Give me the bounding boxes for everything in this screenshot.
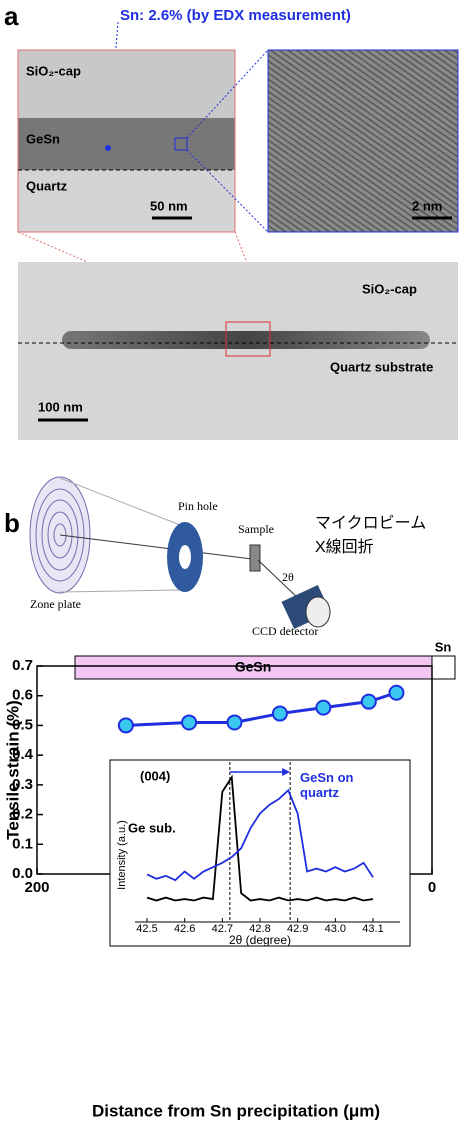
x-tick-label: 0: [428, 879, 436, 896]
inset-x-tick-label: 43.0: [325, 923, 346, 935]
data-point: [389, 686, 403, 700]
scale-label: 2 nm: [412, 198, 442, 213]
y-tick-label: 0.6: [12, 687, 33, 704]
inset-x-tick-label: 42.8: [249, 923, 270, 935]
layer-label: SiO₂-cap: [26, 63, 81, 78]
data-point: [119, 718, 133, 732]
sample: [250, 545, 260, 571]
x-tick-label: 200: [24, 879, 49, 896]
figure: a Sn: 2.6% (by EDX measurement) SiO₂-cap…: [0, 0, 475, 1133]
schematic-label: Sample: [238, 522, 274, 536]
edx-note: Sn: 2.6% (by EDX measurement): [120, 7, 351, 24]
data-point: [316, 701, 330, 715]
jp-label: X線回折: [315, 538, 374, 556]
inset-x-tick-label: 42.7: [212, 923, 233, 935]
y-tick-label: 0.7: [12, 657, 33, 674]
y-tick-label: 0.1: [12, 835, 33, 852]
layer-label: GeSn: [26, 131, 60, 146]
detector-face: [306, 597, 330, 627]
layer-label: SiO₂-cap: [362, 281, 417, 296]
x-axis-title: Distance from Sn precipitation (μm): [92, 1101, 380, 1120]
data-point: [182, 715, 196, 729]
schematic-label: CCD detector: [252, 624, 318, 638]
series-line: [126, 693, 397, 726]
scale-label: 50 nm: [150, 198, 188, 213]
beam-edge: [60, 590, 180, 592]
jp-label: マイクロビーム: [315, 514, 426, 532]
sn-region: [432, 656, 455, 679]
series-label: GeSn on quartz: [300, 770, 380, 800]
pinhole-hole: [179, 545, 191, 569]
scale-label: 100 nm: [38, 399, 83, 414]
inset-x-tick-label: 42.6: [174, 923, 195, 935]
inset-y-title: Intensity (a.u.): [116, 820, 128, 890]
schematic-label: Pin hole: [178, 499, 218, 513]
tem-cap: [18, 50, 235, 118]
data-point: [228, 715, 242, 729]
figure-svg: a Sn: 2.6% (by EDX measurement) SiO₂-cap…: [0, 0, 475, 1133]
data-point: [362, 695, 376, 709]
y-tick-label: 0.3: [12, 776, 33, 793]
inset-annotation: (004): [140, 768, 170, 783]
edx-point: [105, 145, 111, 151]
beam: [60, 535, 260, 560]
gesn-stripe: [62, 331, 430, 349]
y-tick-label: 0.5: [12, 716, 33, 733]
panel-label: b: [4, 508, 20, 538]
inset-x-tick-label: 42.9: [287, 923, 308, 935]
inset-x-tick-label: 42.5: [136, 923, 157, 935]
data-point: [273, 707, 287, 721]
series-label: Ge sub.: [128, 820, 176, 835]
y-tick-label: 0.2: [12, 806, 33, 823]
layer-label: Quartz: [26, 178, 68, 193]
schematic-label: 2θ: [282, 570, 294, 584]
inset-x-tick-label: 43.1: [362, 923, 383, 935]
y-tick-label: 0.4: [12, 746, 34, 763]
panel-label: a: [4, 1, 19, 31]
layer-label: Quartz substrate: [330, 359, 433, 374]
region-label: Sn: [435, 639, 452, 654]
schematic-label: Zone plate: [30, 597, 81, 611]
inset-x-title: 2θ (degree): [229, 933, 291, 947]
